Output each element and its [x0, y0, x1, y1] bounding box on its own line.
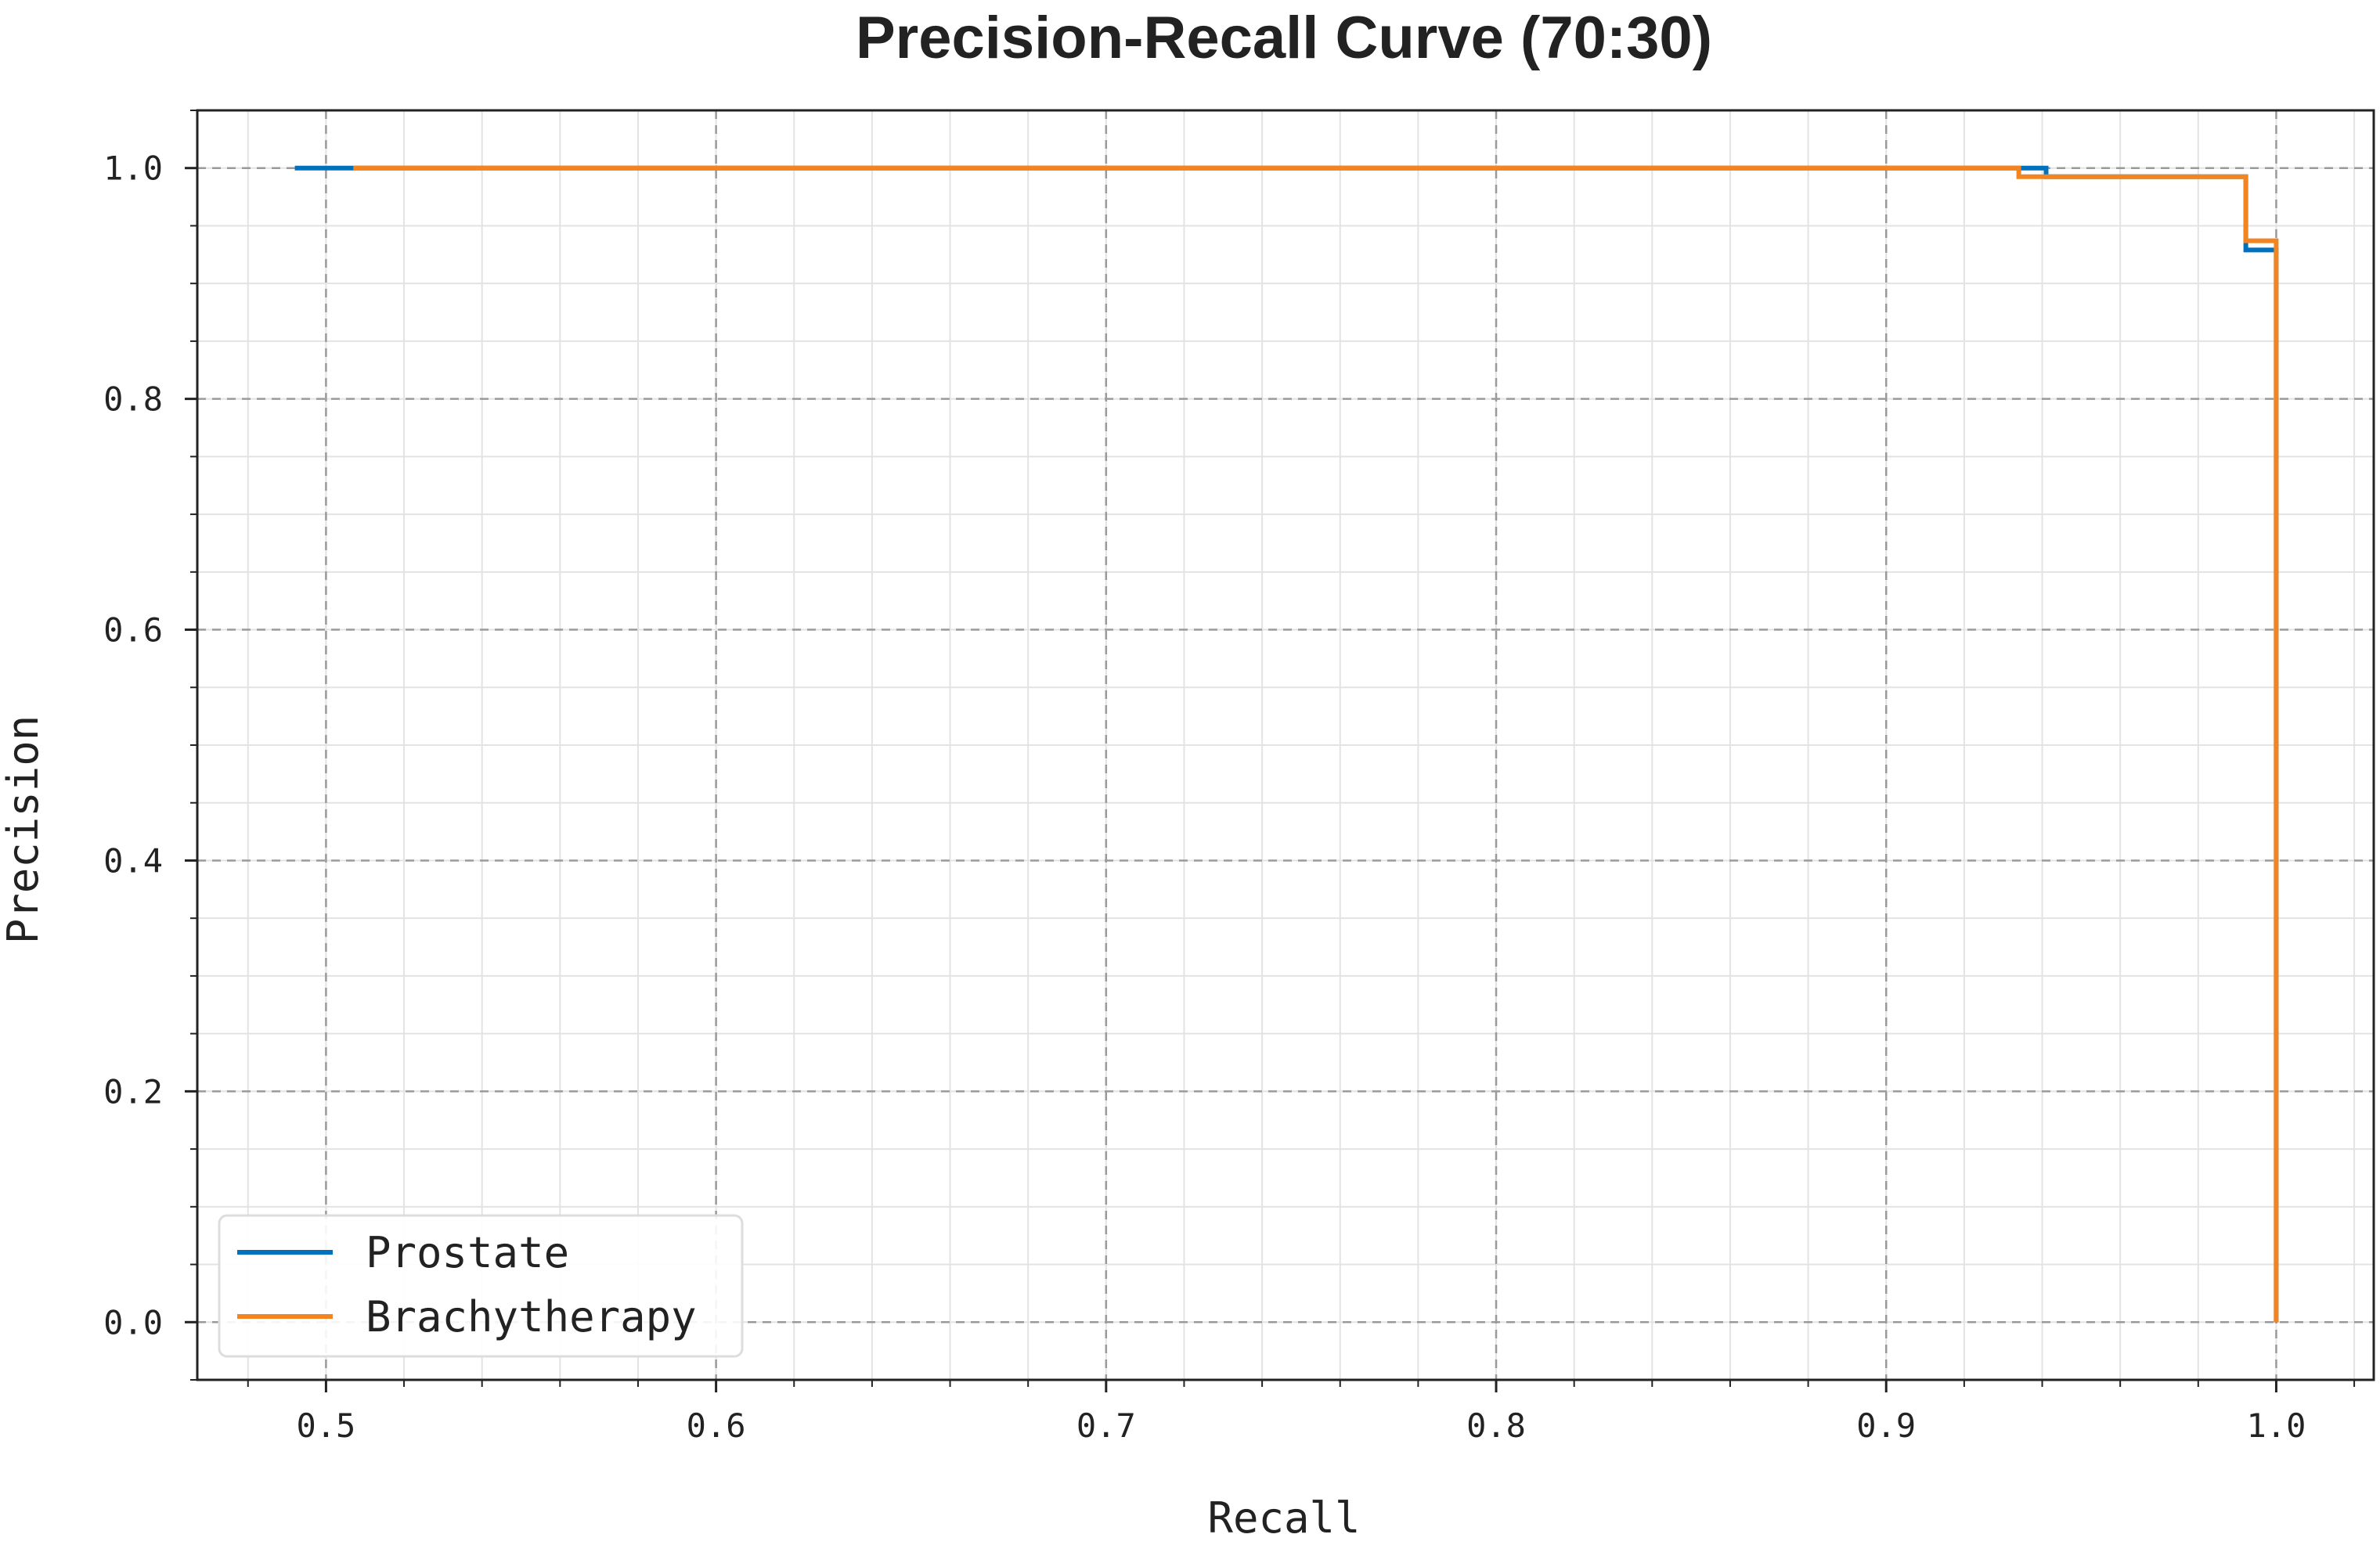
y-tick-label: 0.2	[103, 1072, 163, 1111]
x-tick-label: 0.6	[687, 1406, 746, 1445]
x-tick-labels: 0.5 0.6 0.7 0.8 0.9 1.0	[296, 1406, 2306, 1445]
y-tick-label: 0.0	[103, 1303, 163, 1342]
x-tick-label: 1.0	[2247, 1406, 2306, 1445]
y-tick-label: 0.8	[103, 380, 163, 419]
x-tick-label: 0.5	[296, 1406, 355, 1445]
series-line-brachytherapy	[353, 165, 2279, 1323]
chart-title: Precision-Recall Curve (70:30)	[856, 5, 1712, 71]
y-tick-labels: 0.0 0.2 0.4 0.6 0.8 1.0	[103, 149, 163, 1342]
axis-ticks	[185, 110, 2356, 1392]
x-tick-label: 0.9	[1856, 1406, 1916, 1445]
y-tick-label: 1.0	[103, 149, 163, 188]
series-layer	[294, 165, 2279, 1323]
y-tick-label: 0.4	[103, 841, 163, 880]
x-axis-label: Recall	[1207, 1493, 1360, 1543]
legend: Prostate Brachytherapy	[218, 1214, 744, 1358]
legend-label-brachytherapy: Brachytherapy	[366, 1292, 697, 1342]
x-tick-label: 0.8	[1466, 1406, 1526, 1445]
legend-label-prostate: Prostate	[366, 1228, 569, 1277]
y-axis-label: Precision	[0, 715, 48, 945]
legend-box	[218, 1214, 744, 1358]
y-tick-label: 0.6	[103, 611, 163, 650]
minor-gridlines	[197, 110, 2374, 1381]
major-gridlines	[197, 110, 2374, 1380]
x-tick-label: 0.7	[1076, 1406, 1136, 1445]
